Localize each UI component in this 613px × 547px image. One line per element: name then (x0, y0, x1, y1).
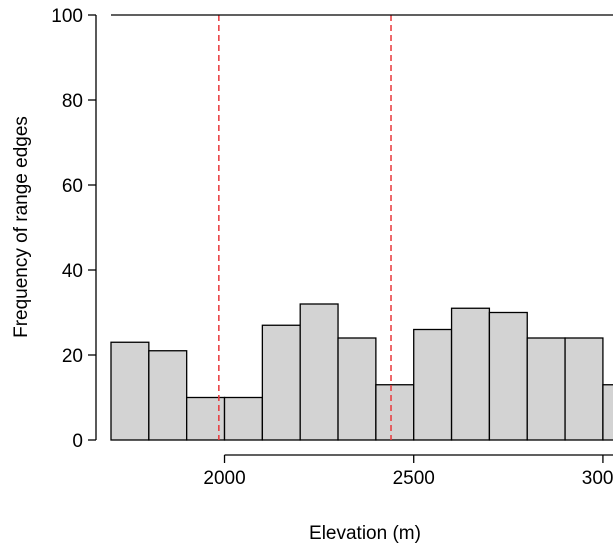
y-tick-label-20: 20 (62, 346, 83, 367)
histogram-bar-2600 (450, 307, 491, 441)
axes-group: 02040608010020002500300035004000 (51, 6, 613, 489)
histogram-bar-2700 (488, 311, 528, 441)
x-tick-label-2500: 2500 (393, 468, 435, 489)
y-tick-label-80: 80 (62, 91, 83, 112)
histogram-bar-2300 (337, 337, 377, 441)
x-tick-label-2000: 2000 (203, 468, 245, 489)
y-tick-label-100: 100 (51, 6, 83, 27)
histogram-bar-2400 (375, 384, 415, 441)
histogram-bar-3000 (602, 384, 613, 441)
y-tick-label-0: 0 (72, 431, 83, 452)
x-tick-label-3000: 3000 (582, 468, 613, 489)
x-axis-title: Elevation (m) (309, 523, 421, 544)
histogram-bar-2200 (299, 303, 339, 441)
reference-lines-group (218, 15, 392, 440)
histogram-bar-1700 (110, 341, 150, 441)
histogram-bar-2000 (223, 396, 264, 441)
bars-group (110, 303, 613, 441)
histogram-bar-2100 (261, 324, 301, 441)
y-tick-label-60: 60 (62, 176, 83, 197)
histogram-bar-2500 (413, 328, 453, 441)
histogram-bar-2900 (564, 337, 604, 441)
y-tick-label-40: 40 (62, 261, 83, 282)
histogram-bar-1800 (148, 350, 188, 441)
histogram-bar-2800 (526, 337, 566, 441)
y-axis-title: Frequency of range edges (11, 116, 32, 338)
